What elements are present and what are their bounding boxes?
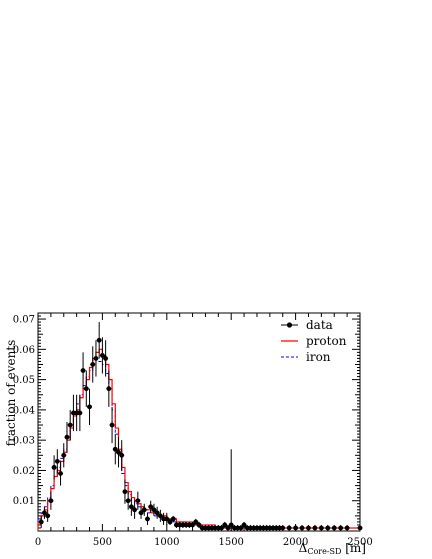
x-tick-label: 500 (93, 537, 112, 548)
legend-iron-label: iron (306, 350, 331, 364)
data-point (48, 498, 54, 504)
x-tick-label: 1500 (218, 537, 243, 548)
x-axis-symbol: Δ (298, 541, 308, 555)
data-point (238, 525, 244, 531)
data-points (38, 322, 363, 531)
data-point (293, 525, 298, 531)
legend-data-label: data (306, 318, 333, 332)
data-point (154, 510, 160, 516)
data-point (141, 507, 147, 513)
data-point (38, 519, 44, 525)
data-point (122, 489, 128, 495)
data-point (196, 522, 202, 528)
data-point (190, 522, 195, 528)
data-point (42, 510, 47, 516)
data-point (90, 362, 96, 367)
data-point (93, 356, 99, 361)
data-point (112, 446, 118, 452)
data-point (170, 516, 176, 522)
x-axis-subscript: Core-SD (307, 547, 342, 556)
y-axis-title: fraction of events (4, 339, 18, 447)
data-point (100, 352, 105, 358)
y-tick-label: 0.01 (13, 496, 35, 507)
data-point (145, 516, 150, 522)
y-axis-title-wrap: fraction of events (2, 313, 20, 473)
data-point (357, 525, 363, 531)
x-tick-labels: 0 500 1000 1500 2000 2500 (35, 537, 373, 548)
legend: data proton iron (281, 318, 347, 364)
data-point (228, 522, 234, 528)
data-point (119, 452, 125, 458)
data-point (103, 356, 109, 361)
data-point (306, 525, 311, 531)
data-point (125, 498, 131, 504)
data-point (219, 525, 224, 531)
data-point (83, 386, 89, 392)
data-point (167, 519, 173, 525)
x-axis-title: ΔCore-SD [m] (299, 541, 366, 556)
data-point (116, 449, 121, 455)
data-point (96, 337, 102, 343)
data-point (51, 465, 57, 470)
data-point (318, 525, 324, 531)
y-tick-label: 0.07 (13, 315, 35, 326)
data-point (132, 507, 138, 513)
data-point (67, 422, 73, 428)
data-point (344, 525, 350, 531)
data-point (61, 452, 67, 458)
data-point (164, 516, 170, 522)
y-tick-label: 0.05 (13, 375, 35, 386)
legend-data-marker (286, 322, 293, 328)
data-point (312, 525, 318, 531)
axes-ticks (37, 312, 361, 532)
x-tick-label: 0 (35, 537, 41, 548)
y-tick-label: 0.02 (13, 466, 35, 477)
y-tick-label: 0.03 (13, 436, 35, 447)
data-point (77, 410, 83, 416)
data-point (225, 525, 231, 531)
data-point (80, 368, 86, 373)
data-point (241, 522, 247, 528)
data-point (151, 507, 157, 513)
data-point (64, 434, 70, 440)
data-point (128, 504, 134, 510)
data-point (193, 519, 199, 525)
data-point (135, 498, 141, 504)
data-point (109, 422, 115, 428)
data-point (58, 471, 63, 476)
y-tick-label: 0.04 (13, 405, 35, 416)
x-tick-label: 1000 (154, 537, 179, 548)
data-point (222, 522, 228, 528)
x-tick-label: 2000 (283, 537, 308, 548)
data-point (157, 513, 163, 519)
y-tick-labels: 0.01 0.02 0.03 0.04 0.05 0.06 0.07 (13, 315, 35, 508)
data-point (106, 386, 112, 392)
data-point (148, 504, 154, 510)
data-point (45, 513, 51, 519)
data-point (54, 458, 60, 464)
data-point (338, 525, 344, 531)
data-point (331, 525, 337, 531)
legend-proton-label: proton (306, 334, 347, 348)
data-point (325, 525, 331, 531)
data-point (286, 525, 292, 531)
x-axis-unit: [m] (345, 541, 366, 555)
x-tick-label: 2500 (347, 537, 372, 548)
data-point (280, 525, 286, 531)
data-point (87, 404, 92, 410)
data-point (299, 525, 305, 531)
y-tick-label: 0.06 (13, 345, 35, 356)
data-point (138, 510, 144, 516)
